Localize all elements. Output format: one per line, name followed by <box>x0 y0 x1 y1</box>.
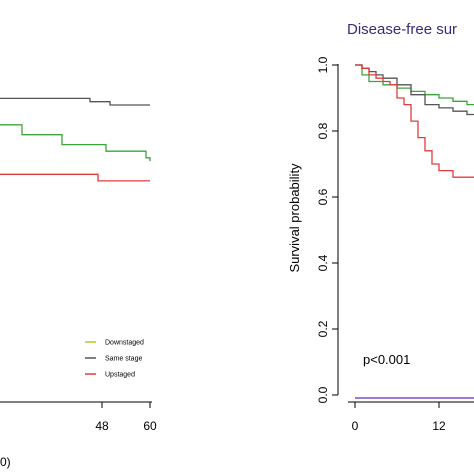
right-series-upstaged <box>355 64 474 178</box>
left-series-downstaged <box>0 124 151 162</box>
legend-label-downstaged: Downstaged <box>105 340 144 347</box>
right-y-ticks: 0.0 0.2 0.4 0.6 0.8 1.0 <box>316 56 338 403</box>
left-x-tick-label: 48 <box>95 419 109 433</box>
y-tick-label: 0.0 <box>316 386 330 403</box>
left-x-tick-label: 60 <box>143 419 157 433</box>
y-tick-label: 0.4 <box>316 254 330 271</box>
right-x-ticks: 0 12 <box>352 402 446 433</box>
right-panel-chart: Disease-free sur Survival probability 0.… <box>287 21 474 433</box>
left-series-same-stage <box>0 97 150 106</box>
y-tick-label: 1.0 <box>316 56 330 73</box>
left-legend: Downstaged Same stage Upstaged <box>85 340 144 379</box>
p-value: p<0.001 <box>363 352 410 367</box>
x-tick-label: 12 <box>432 419 446 433</box>
y-axis-label: Survival probability <box>287 163 302 273</box>
x-tick-label: 0 <box>352 419 359 433</box>
right-series-same-stage <box>355 64 474 116</box>
legend-label-same-stage: Same stage <box>105 356 142 363</box>
left-panel-chart: 48 60 Downstaged Same stage Upstaged 0) <box>0 97 157 469</box>
left-series-upstaged <box>0 173 150 182</box>
y-tick-label: 0.6 <box>316 188 330 205</box>
y-tick-label: 0.8 <box>316 122 330 139</box>
y-tick-label: 0.2 <box>316 320 330 337</box>
left-series-group <box>0 97 151 182</box>
left-partial-label: 0) <box>0 455 11 469</box>
legend-label-upstaged: Upstaged <box>105 372 135 379</box>
left-x-ticks: 48 60 <box>95 402 157 433</box>
chart-title: Disease-free sur <box>347 21 457 38</box>
right-series-group <box>355 64 474 178</box>
